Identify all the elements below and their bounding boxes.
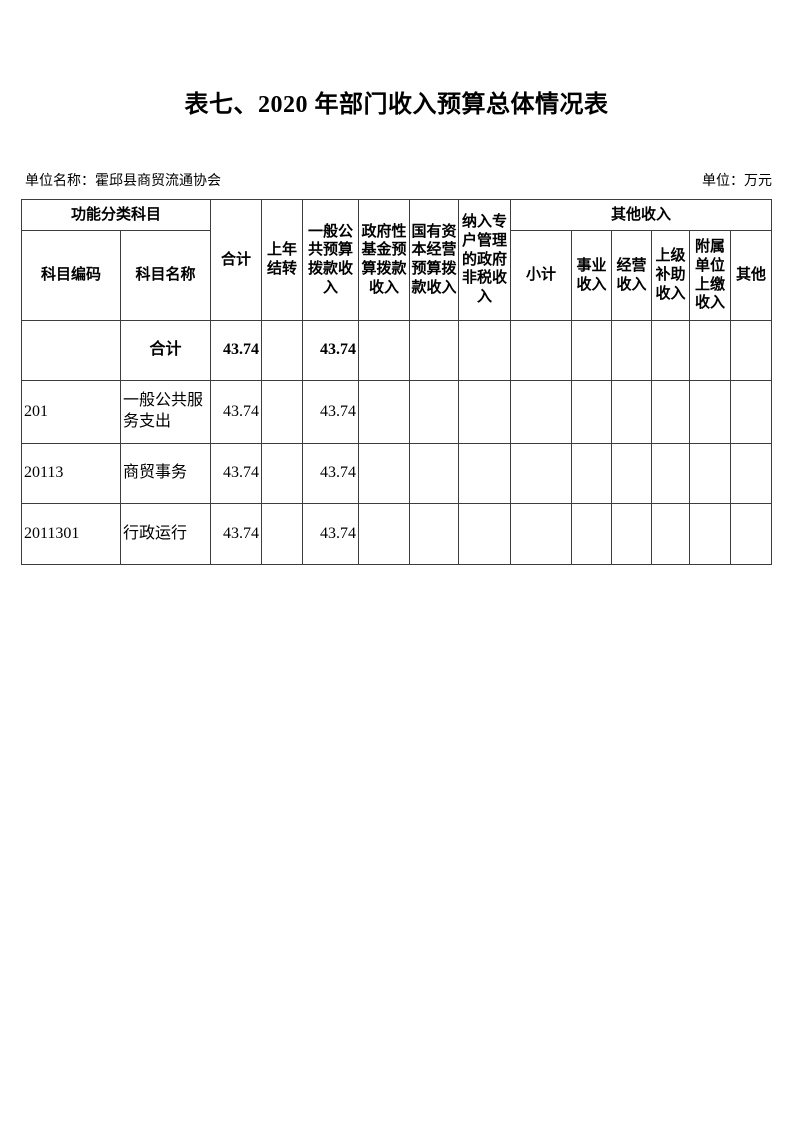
- currency-unit-label: 单位：万元: [702, 174, 772, 189]
- cell-name: 一般公共服务支出: [119, 380, 212, 444]
- unit-name-label: 单位名称：霍邱县商贸流通协会: [25, 174, 221, 189]
- header-func-classification: 功能分类科目: [20, 199, 212, 231]
- page-title: 表七、2020 年部门收入预算总体情况表: [184, 92, 609, 118]
- header-subtotal: 小计: [510, 230, 573, 321]
- cell-gov-fund-budget: [358, 320, 411, 381]
- header-row-1: 功能分类科目 合计 上年结转 一般公共预算拨款收入 政府性基金预算拨款收入 国有…: [20, 199, 773, 321]
- cell-total: 43.74: [210, 503, 263, 565]
- header-special-account-nontax: 纳入专户管理的政府非税收入: [458, 199, 512, 321]
- header-subject-name: 科目名称: [119, 230, 212, 321]
- header-other: 其他: [730, 230, 773, 321]
- cell-operational-income: [571, 380, 613, 444]
- header-superior-subsidy-income: 上级补助收入: [651, 230, 691, 321]
- cell-code: 20113: [21, 443, 121, 504]
- cell-subtotal: [510, 380, 573, 444]
- cell-special-account-nontax: [458, 443, 512, 504]
- cell-general-public-budget: 43.74: [302, 320, 360, 381]
- cell-operational-income: [571, 320, 613, 381]
- cell-name: 行政运行: [119, 503, 212, 565]
- cell-special-account-nontax: [458, 380, 512, 444]
- cell-code: 201: [21, 380, 121, 444]
- cell-business-income: [611, 503, 653, 565]
- cell-superior-subsidy-income: [651, 443, 691, 504]
- header-affiliated-unit-income: 附属单位上缴收入: [689, 230, 732, 321]
- cell-gov-fund-budget: [358, 380, 411, 444]
- cell-general-public-budget: 43.74: [302, 503, 360, 565]
- cell-gov-fund-budget: [358, 503, 411, 565]
- cell-subtotal: [510, 443, 573, 504]
- cell-gov-fund-budget: [358, 443, 411, 504]
- cell-superior-subsidy-income: [651, 320, 691, 381]
- cell-general-public-budget: 43.74: [302, 443, 360, 504]
- cell-operational-income: [571, 443, 613, 504]
- cell-other: [730, 380, 773, 444]
- cell-subtotal: [510, 320, 573, 381]
- header-operational-income: 事业收入: [571, 230, 613, 321]
- cell-business-income: [611, 443, 653, 504]
- header-total: 合计: [210, 199, 263, 321]
- header-other-income-group: 其他收入: [510, 199, 773, 231]
- cell-special-account-nontax: [458, 320, 512, 381]
- cell-other: [730, 443, 773, 504]
- cell-state-capital-budget: [409, 320, 460, 381]
- header-subject-code: 科目编码: [21, 230, 121, 321]
- header-carryover: 上年结转: [261, 199, 304, 321]
- cell-affiliated-unit-income: [689, 380, 732, 444]
- cell-operational-income: [571, 503, 613, 565]
- income-budget-table: 功能分类科目 合计 上年结转 一般公共预算拨款收入 政府性基金预算拨款收入 国有…: [20, 199, 773, 565]
- cell-code: 2011301: [21, 503, 121, 565]
- meta-row: 单位名称：霍邱县商贸流通协会 单位：万元: [21, 170, 772, 190]
- cell-carryover: [261, 503, 304, 565]
- cell-total: 43.74: [210, 380, 263, 444]
- cell-total: 43.74: [210, 443, 263, 504]
- header-state-capital-budget: 国有资本经营预算拨款收入: [409, 199, 460, 321]
- cell-superior-subsidy-income: [651, 380, 691, 444]
- header-row-2: 科目编码 科目名称 小计 事业收入 经营收入 上级补助收入 附属单位上缴收入 其…: [21, 230, 773, 321]
- cell-total: 43.74: [210, 320, 263, 381]
- cell-other: [730, 503, 773, 565]
- cell-special-account-nontax: [458, 503, 512, 565]
- header-general-public-budget: 一般公共预算拨款收入: [302, 199, 360, 321]
- cell-superior-subsidy-income: [651, 503, 691, 565]
- cell-name: 商贸事务: [119, 443, 212, 504]
- cell-carryover: [261, 380, 304, 444]
- cell-state-capital-budget: [409, 443, 460, 504]
- cell-affiliated-unit-income: [689, 443, 732, 504]
- cell-carryover: [261, 320, 304, 381]
- cell-general-public-budget: 43.74: [302, 380, 360, 444]
- cell-affiliated-unit-income: [689, 320, 732, 381]
- table-row: 201 一般公共服务支出 43.74 43.74: [21, 380, 773, 444]
- cell-code: [21, 320, 121, 381]
- cell-business-income: [611, 320, 653, 381]
- header-gov-fund-budget: 政府性基金预算拨款收入: [358, 199, 411, 321]
- cell-state-capital-budget: [409, 503, 460, 565]
- cell-name: 合计: [119, 320, 212, 381]
- table-row: 2011301 行政运行 43.74 43.74: [21, 503, 773, 565]
- cell-business-income: [611, 380, 653, 444]
- cell-carryover: [261, 443, 304, 504]
- cell-subtotal: [510, 503, 573, 565]
- table-row: 20113 商贸事务 43.74 43.74: [21, 443, 773, 504]
- table-row-total: 合计 43.74 43.74: [21, 320, 773, 381]
- cell-other: [730, 320, 773, 381]
- cell-state-capital-budget: [409, 380, 460, 444]
- cell-affiliated-unit-income: [689, 503, 732, 565]
- header-business-income: 经营收入: [611, 230, 653, 321]
